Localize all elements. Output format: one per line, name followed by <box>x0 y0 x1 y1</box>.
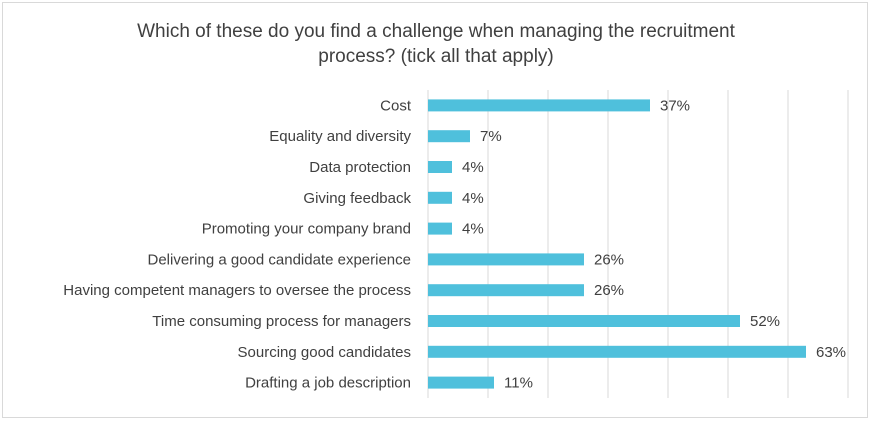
category-label: Delivering a good candidate experience <box>147 251 411 268</box>
bar <box>428 191 452 204</box>
bar <box>428 130 470 143</box>
category-label: Data protection <box>309 159 411 176</box>
category-label: Sourcing good candidates <box>238 344 411 361</box>
data-label: 26% <box>594 282 624 299</box>
data-label: 11% <box>504 375 533 392</box>
chart-title-line-1: Which of these do you find a challenge w… <box>137 21 735 42</box>
data-label: 52% <box>750 313 780 330</box>
chart-title: Which of these do you find a challenge w… <box>3 19 869 69</box>
data-label: 4% <box>462 221 484 238</box>
category-label: Cost <box>380 97 412 114</box>
value-labels: 37% 7% 4% 4% 4% 26% 26% 52% 63% 11% <box>462 97 846 391</box>
bar <box>428 345 806 358</box>
data-label: 4% <box>462 190 484 207</box>
bar <box>428 376 494 389</box>
data-label: 4% <box>462 159 484 176</box>
bar <box>428 222 452 235</box>
category-label: Promoting your company brand <box>202 221 411 238</box>
category-label: Drafting a job description <box>245 375 411 392</box>
data-label: 7% <box>480 128 502 145</box>
category-labels: Cost Equality and diversity Data protectio… <box>63 97 412 391</box>
bars <box>428 99 806 389</box>
bar <box>428 253 584 266</box>
data-label: 26% <box>594 251 624 268</box>
bar <box>428 161 452 173</box>
bar <box>428 315 740 327</box>
data-label: 63% <box>816 344 846 361</box>
bar <box>428 284 584 297</box>
chart-title-line-2: process? (tick all that apply) <box>318 46 554 67</box>
category-label: Time consuming process for managers <box>152 313 411 330</box>
category-label: Giving feedback <box>303 190 411 207</box>
data-label: 37% <box>660 97 690 114</box>
category-label: Having competent managers to oversee the… <box>63 282 411 299</box>
category-label: Equality and diversity <box>269 128 411 145</box>
bar <box>428 99 650 112</box>
